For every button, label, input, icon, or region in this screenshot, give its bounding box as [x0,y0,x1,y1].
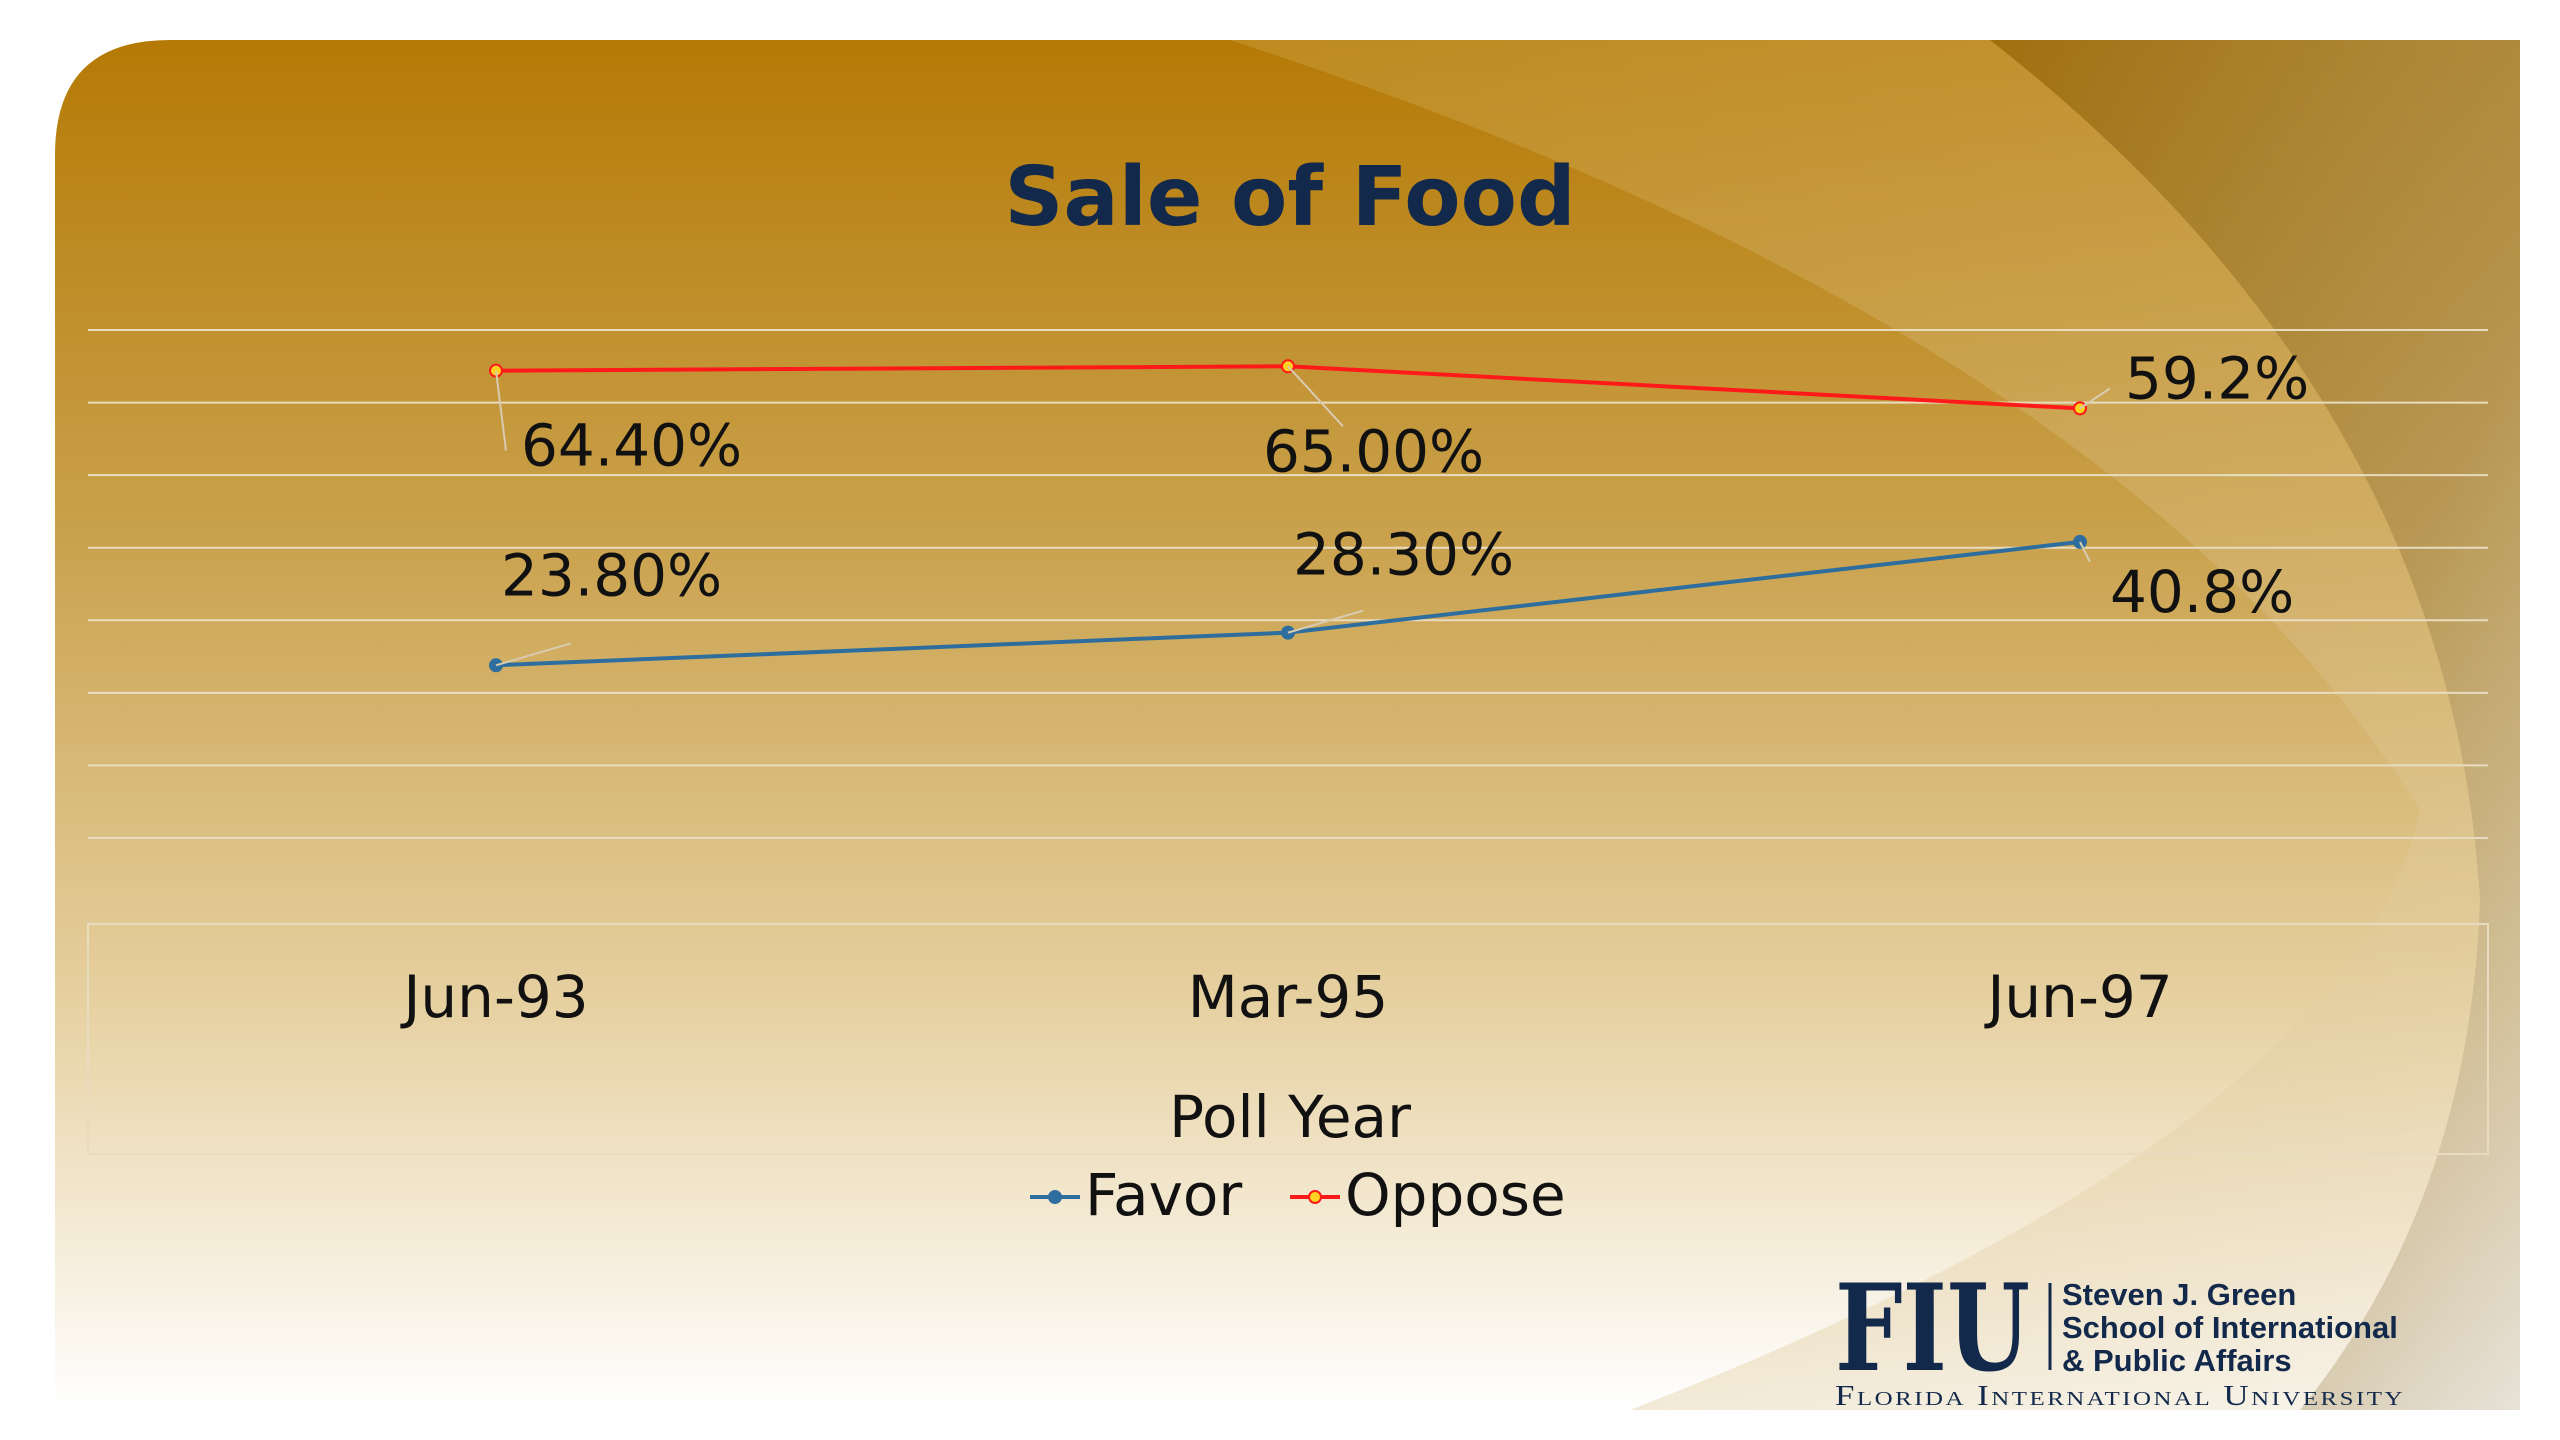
x-tick-label: Jun-97 [1984,963,2172,1031]
x-axis-ticks: Jun-93 Mar-95 Jun-97 [400,963,2172,1031]
leader-line [2079,387,2111,410]
plot-area-border [87,923,2489,1155]
data-label: 40.8% [2110,558,2294,626]
legend-item-favor: Favor [1030,1161,1242,1229]
logo-school-line-3: & Public Affairs [2062,1343,2292,1378]
x-axis-title: Poll Year [1169,1083,1411,1151]
legend-marker [1308,1190,1322,1204]
decorative-swoosh [1990,40,2520,1410]
background-panel [55,40,2520,1410]
logo-school-line-1: Steven J. Green [2062,1277,2296,1312]
x-tick-label: Mar-95 [1188,963,1388,1031]
data-label: 65.00% [1263,417,1484,485]
legend: Favor Oppose [1030,1161,1566,1229]
data-labels: 23.80% 28.30% 40.8% 64.40% 65.00% 59.2% [495,344,2309,667]
data-label: 64.40% [521,412,742,480]
logo-university: Florida International University [1835,1381,2405,1412]
fiu-logo: FIU Steven J. Green School of Internatio… [1835,1258,2405,1412]
decorative-swoosh [1230,40,2520,1410]
leader-line [1287,609,1364,634]
leader-line [2079,541,2091,563]
data-label: 59.2% [2125,344,2309,412]
data-label: 23.80% [501,541,722,609]
logo-school-line-2: School of International [2062,1310,2398,1345]
x-tick-label: Jun-93 [400,963,588,1031]
legend-label: Favor [1085,1161,1242,1229]
leader-line [495,370,507,451]
legend-label: Oppose [1345,1161,1566,1229]
leader-line [1287,365,1344,427]
fiu-logo-mark: FIU [1835,1258,2030,1399]
legend-item-oppose: Oppose [1290,1161,1566,1229]
legend-marker [1048,1190,1062,1204]
gridlines [88,329,2488,839]
chart-title: Sale of Food [1004,150,1575,245]
data-label: 28.30% [1293,521,1514,589]
leader-line [495,642,572,667]
